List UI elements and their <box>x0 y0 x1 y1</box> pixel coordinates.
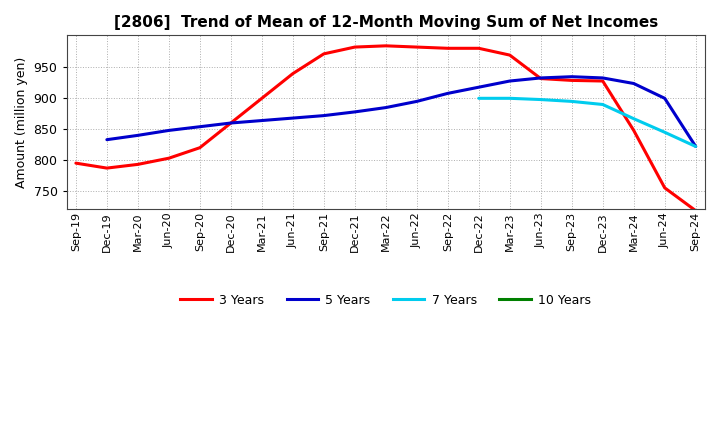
Legend: 3 Years, 5 Years, 7 Years, 10 Years: 3 Years, 5 Years, 7 Years, 10 Years <box>176 289 596 312</box>
Y-axis label: Amount (million yen): Amount (million yen) <box>15 57 28 188</box>
Title: [2806]  Trend of Mean of 12-Month Moving Sum of Net Incomes: [2806] Trend of Mean of 12-Month Moving … <box>114 15 658 30</box>
